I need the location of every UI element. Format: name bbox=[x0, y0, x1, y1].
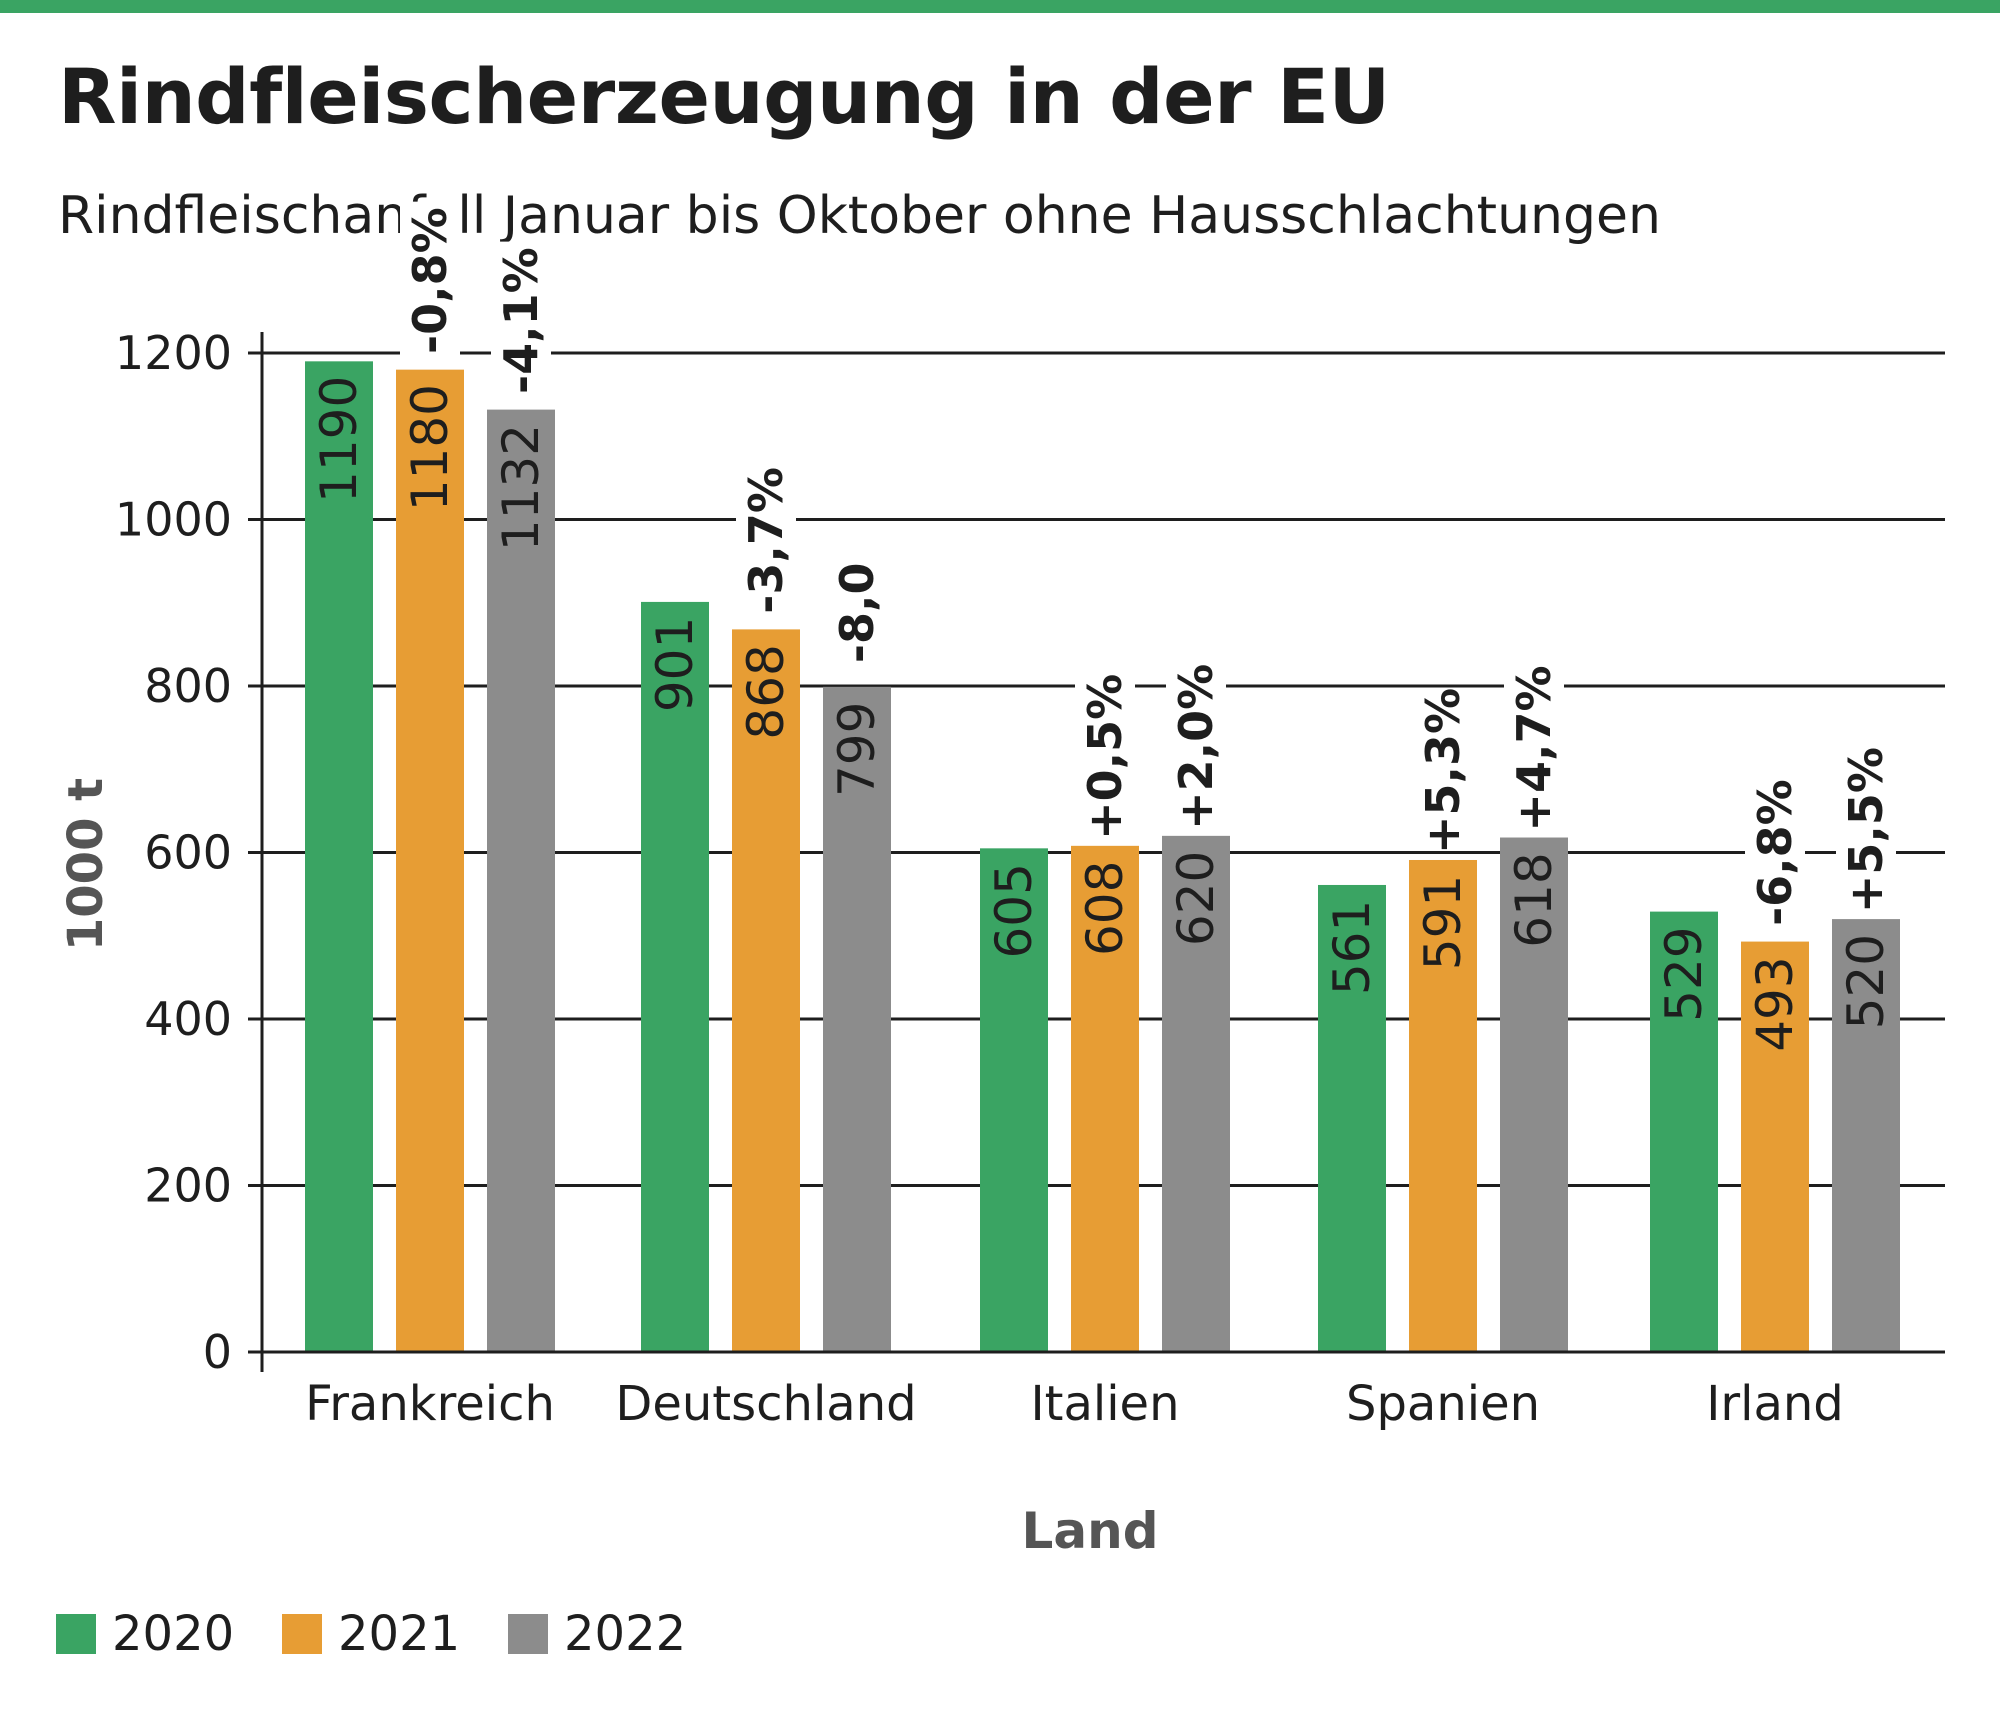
bar-irland-2022 bbox=[1832, 919, 1900, 1352]
value-label-irland-2020: 529 bbox=[1655, 926, 1713, 1021]
annotation-knockout bbox=[1836, 751, 1896, 910]
value-label-italien-2022: 620 bbox=[1167, 851, 1225, 946]
y-tick-label-400: 400 bbox=[144, 992, 232, 1046]
legend-swatch-2022 bbox=[508, 1614, 548, 1654]
top-accent-bar bbox=[0, 0, 2000, 13]
bar-deutschland-2020 bbox=[641, 601, 709, 1352]
bar-italien-2022 bbox=[1162, 835, 1230, 1352]
change-label-frankreich-2021: -0,8% bbox=[403, 207, 457, 354]
value-label-irland-2022: 520 bbox=[1837, 934, 1895, 1029]
value-label-frankreich-2022: 1132 bbox=[492, 424, 550, 551]
bar-frankreich-2022 bbox=[487, 409, 555, 1352]
change-label-deutschland-2021: -3,7% bbox=[739, 467, 793, 614]
y-tick-label-200: 200 bbox=[144, 1159, 232, 1213]
annotation-knockout bbox=[736, 461, 796, 620]
bar-spanien-2020 bbox=[1318, 884, 1386, 1352]
change-label-irland-2021: -6,8% bbox=[1748, 779, 1802, 926]
annotation-knockout bbox=[1504, 669, 1564, 828]
value-label-spanien-2021: 591 bbox=[1414, 875, 1472, 970]
bar-deutschland-2021 bbox=[732, 629, 800, 1352]
change-label-irland-2022: +5,5% bbox=[1839, 747, 1893, 913]
value-label-spanien-2022: 618 bbox=[1505, 852, 1563, 947]
annotation-knockout bbox=[400, 201, 460, 360]
bar-spanien-2021 bbox=[1409, 859, 1477, 1352]
change-label-deutschland-2022: -8,0 bbox=[830, 563, 884, 664]
value-label-deutschland-2020: 901 bbox=[646, 617, 704, 712]
bar-italien-2021 bbox=[1071, 845, 1139, 1352]
annotation-knockout bbox=[1413, 691, 1473, 850]
annotation-knockout bbox=[1075, 677, 1135, 836]
value-label-italien-2021: 608 bbox=[1076, 861, 1134, 956]
value-label-spanien-2020: 561 bbox=[1323, 900, 1381, 995]
legend-label-2021: 2021 bbox=[338, 1606, 461, 1662]
bar-irland-2021 bbox=[1741, 941, 1809, 1352]
chart-subtitle: Rindfleischanfall Januar bis Oktober ohn… bbox=[58, 186, 1661, 246]
x-tick-label-italien: Italien bbox=[1030, 1376, 1179, 1432]
y-tick-label-800: 800 bbox=[144, 659, 232, 713]
value-label-frankreich-2020: 1190 bbox=[310, 376, 368, 503]
x-tick-label-frankreich: Frankreich bbox=[305, 1376, 555, 1432]
legend-label-2022: 2022 bbox=[564, 1606, 687, 1662]
annotation-knockout bbox=[827, 548, 887, 677]
value-label-italien-2020: 605 bbox=[985, 863, 1043, 958]
value-label-irland-2021: 493 bbox=[1746, 956, 1804, 1051]
annotation-knockout bbox=[491, 241, 551, 400]
legend-swatch-2021 bbox=[282, 1614, 322, 1654]
change-label-italien-2022: +2,0% bbox=[1169, 664, 1223, 830]
y-tick-label-1200: 1200 bbox=[115, 326, 232, 380]
chart-title: Rindfleischerzeugung in der EU bbox=[58, 52, 1390, 141]
bar-deutschland-2022 bbox=[823, 686, 891, 1352]
value-label-deutschland-2021: 868 bbox=[737, 644, 795, 739]
y-tick-label-600: 600 bbox=[144, 826, 232, 880]
annotation-knockout bbox=[1166, 667, 1226, 826]
bar-frankreich-2021 bbox=[396, 369, 464, 1352]
legend-swatch-2020 bbox=[56, 1614, 96, 1654]
x-tick-label-irland: Irland bbox=[1706, 1376, 1844, 1432]
x-axis-title: Land bbox=[1022, 1502, 1159, 1560]
annotation-knockout bbox=[1745, 773, 1805, 932]
bar-frankreich-2020 bbox=[305, 361, 373, 1352]
bar-irland-2020 bbox=[1650, 911, 1718, 1352]
change-label-spanien-2022: +4,7% bbox=[1507, 665, 1561, 831]
x-tick-label-deutschland: Deutschland bbox=[615, 1376, 916, 1432]
x-tick-label-spanien: Spanien bbox=[1346, 1376, 1540, 1432]
value-label-deutschland-2022: 799 bbox=[828, 702, 886, 797]
y-tick-label-1000: 1000 bbox=[115, 493, 232, 547]
value-label-frankreich-2021: 1180 bbox=[401, 384, 459, 511]
y-tick-label-0: 0 bbox=[203, 1325, 232, 1379]
legend-label-2020: 2020 bbox=[112, 1606, 235, 1662]
bar-spanien-2022 bbox=[1500, 837, 1568, 1352]
bar-italien-2020 bbox=[980, 848, 1048, 1352]
change-label-spanien-2021: +5,3% bbox=[1416, 688, 1470, 854]
change-label-italien-2021: +0,5% bbox=[1078, 674, 1132, 840]
change-label-frankreich-2022: -4,1% bbox=[494, 247, 548, 394]
y-axis-title: 1000 t bbox=[58, 778, 114, 951]
